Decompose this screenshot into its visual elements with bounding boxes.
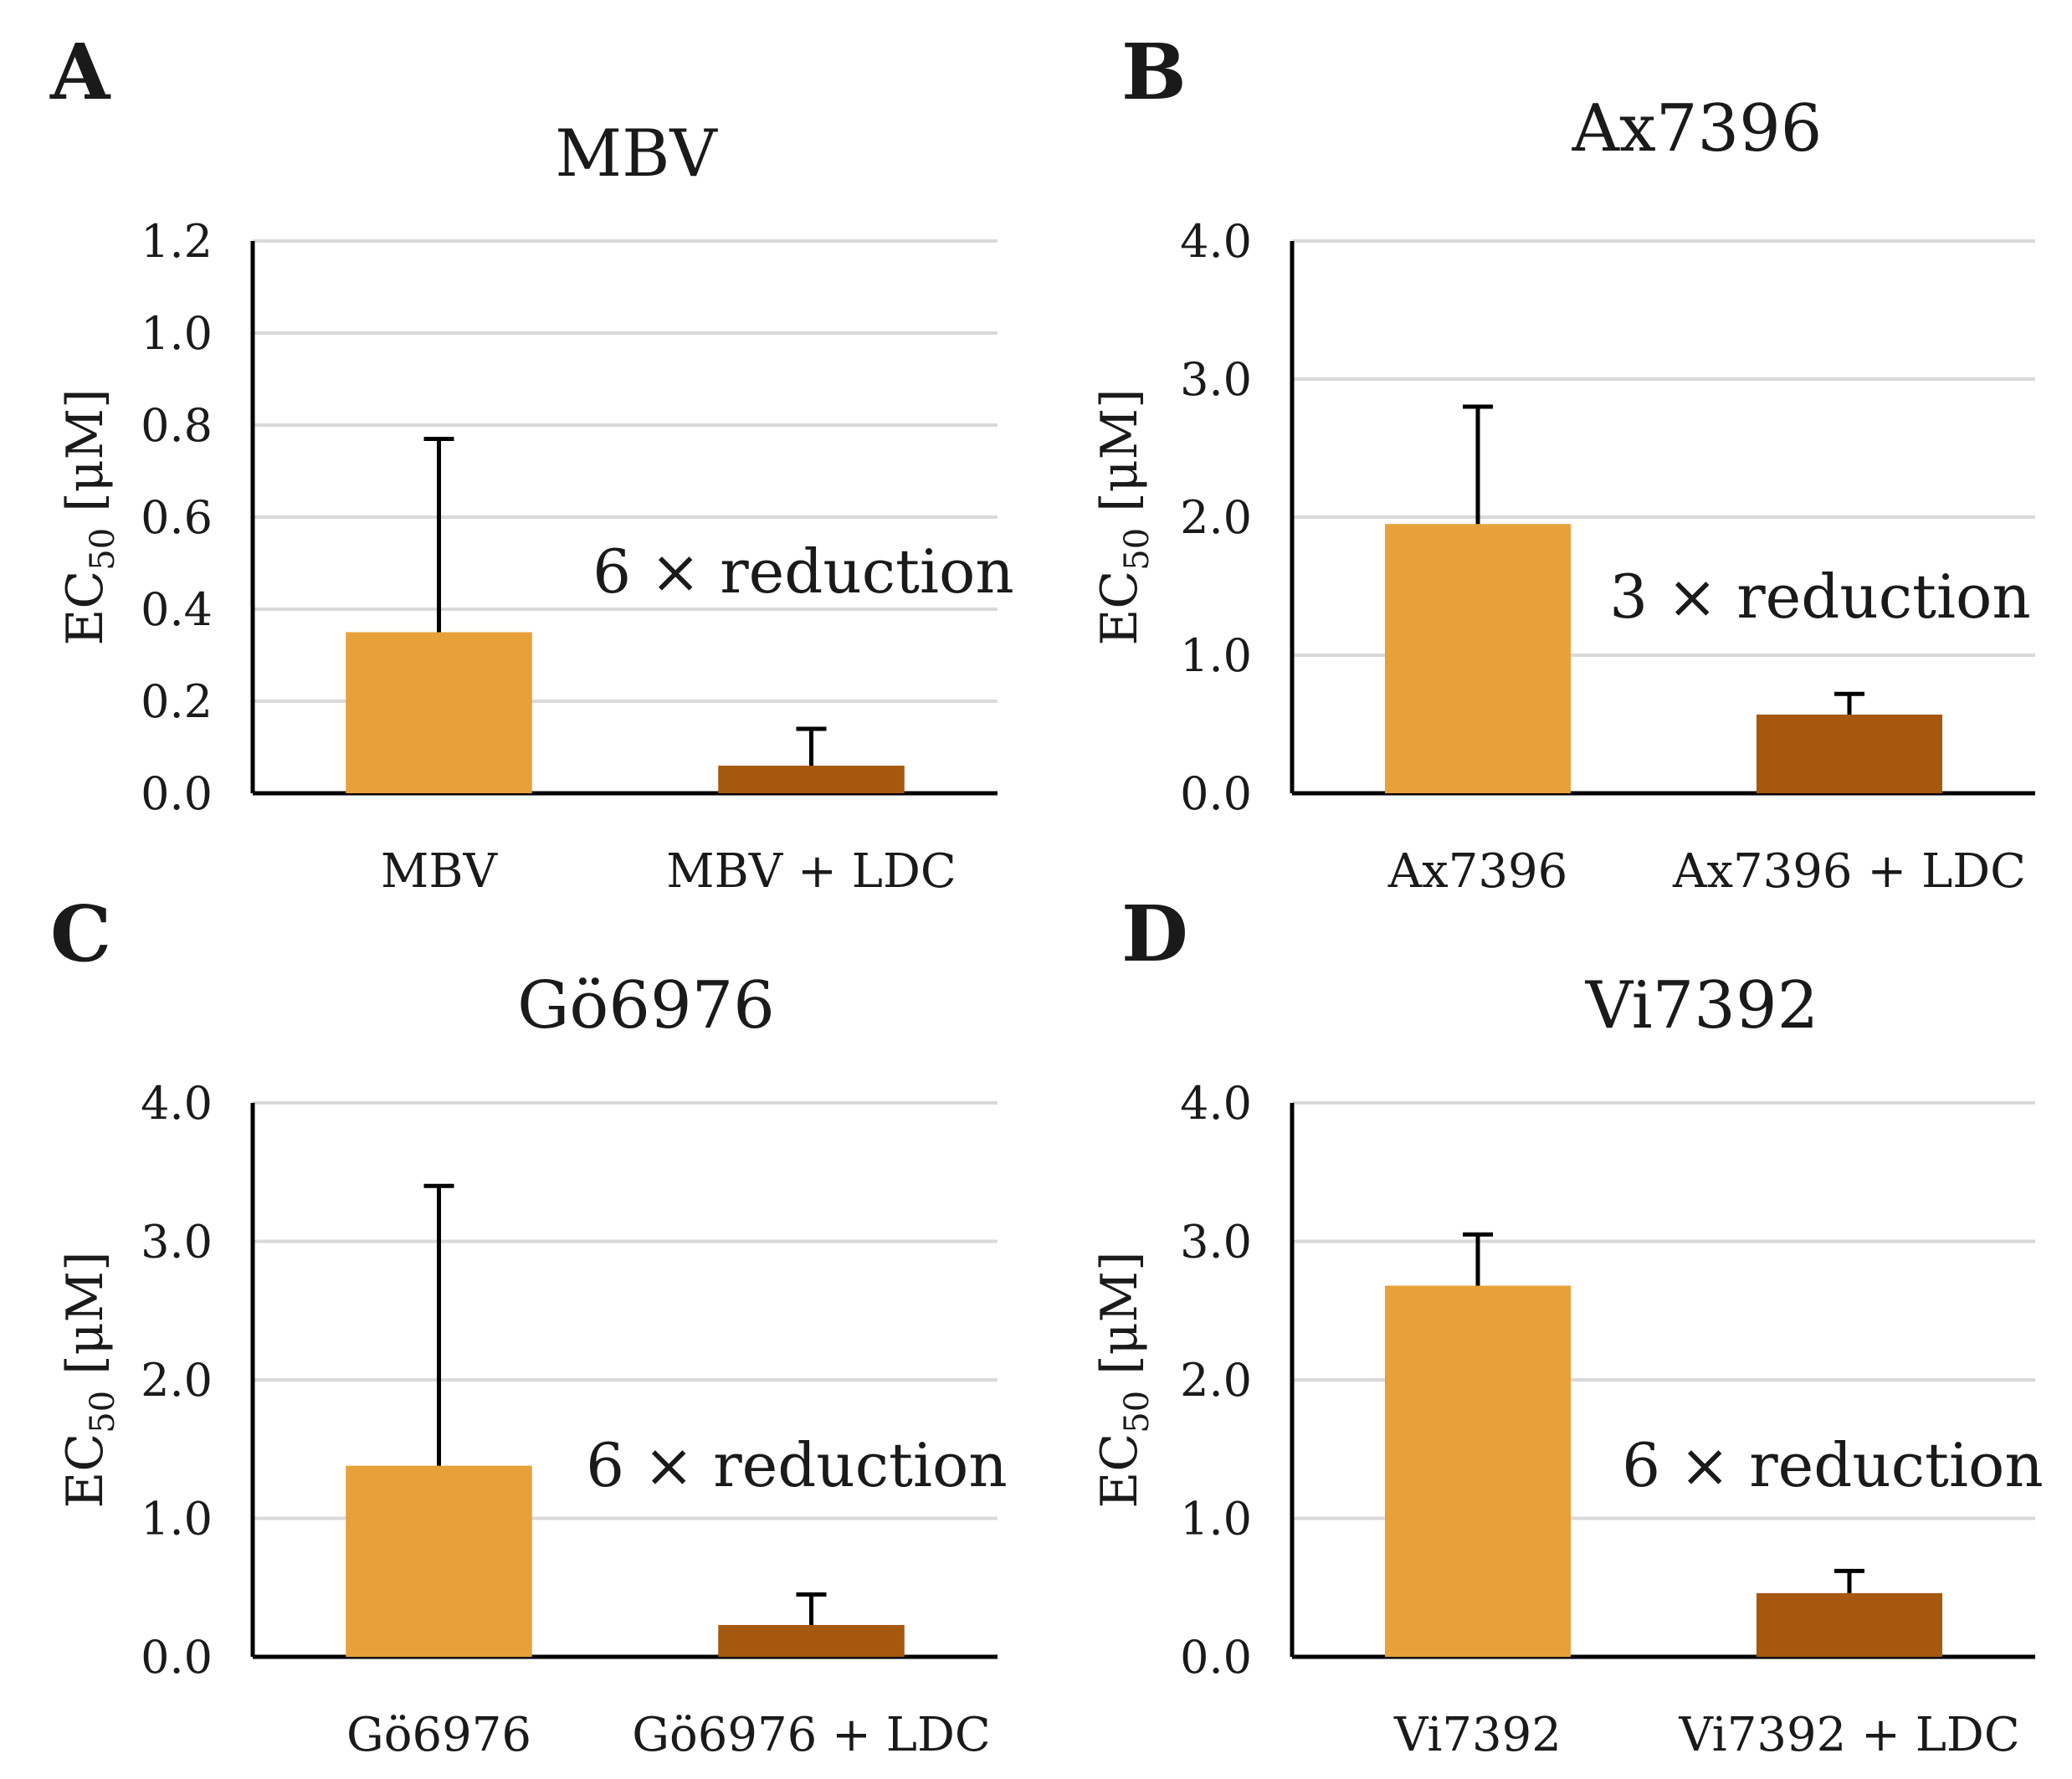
y-axis-title: EC50 [μM]: [1090, 389, 1157, 646]
chart-panel-c: C Gö6976 0.0 1.0 2.0 3.0 4.0 EC50 [μM] Gö6976 Gö6…: [50, 889, 1008, 1762]
y-tick-label: 1.0: [141, 1493, 213, 1546]
y-axis-title: EC50 [μM]: [1090, 1252, 1157, 1509]
y-axis-title-unit: [μM]: [56, 1252, 115, 1391]
y-tick-label: 1.2: [141, 215, 213, 268]
chart-title: MBV: [555, 116, 718, 192]
chart-title: Ax7396: [1572, 91, 1823, 167]
y-tick-label: 0.0: [1180, 767, 1252, 820]
reduction-annotation: 6 × reduction: [1622, 1430, 2043, 1500]
y-tick-label: 2.0: [1180, 491, 1252, 544]
y-axis-title-main: EC: [56, 571, 115, 646]
y-tick-label: 2.0: [1180, 1354, 1252, 1407]
x-category-label: MBV + LDC: [666, 844, 956, 899]
panel-label: D: [1121, 889, 1188, 979]
y-axis-title-subscript: 50: [1118, 528, 1157, 571]
y-tick-label: 0.2: [141, 675, 213, 728]
y-tick-label: 0.4: [141, 583, 213, 636]
chart-panel-d: D Vi7392 0.0 1.0 2.0 3.0 4.0 EC50 [μM] Vi7392 Vi7…: [1090, 889, 2044, 1762]
y-axis-title: EC50 [μM]: [56, 389, 122, 646]
reduction-annotation: 6 × reduction: [586, 1430, 1007, 1500]
y-tick-label: 0.0: [1180, 1631, 1252, 1684]
y-tick-label: 3.0: [1180, 353, 1252, 406]
y-axis-title-main: EC: [56, 1433, 115, 1509]
bar-compound-plus-ldc: [1757, 1592, 1942, 1657]
y-axis-title-subscript: 50: [84, 528, 122, 571]
y-axis-title: EC50 [μM]: [56, 1252, 122, 1509]
bar-compound-plus-ldc: [718, 766, 905, 793]
panel-label: B: [1121, 27, 1187, 117]
y-tick-label: 1.0: [141, 307, 213, 360]
bar-compound-plus-ldc: [718, 1624, 905, 1657]
y-tick-label: 2.0: [141, 1354, 213, 1407]
panel-label: A: [49, 27, 111, 117]
y-axis-title-unit: [μM]: [56, 389, 115, 528]
y-axis-title-main: EC: [1090, 571, 1149, 646]
bar-compound: [1385, 1285, 1571, 1657]
y-axis-title-subscript: 50: [84, 1391, 122, 1433]
chart-panel-b: B Ax7396 0.0 1.0 2.0 3.0 4.0 EC50 [μM] Ax7396 Ax7…: [1090, 27, 2035, 899]
y-axis-title-main: EC: [1090, 1433, 1149, 1509]
y-tick-label: 0.8: [141, 399, 213, 452]
y-tick-label: 4.0: [141, 1077, 213, 1130]
y-tick-label: 3.0: [1180, 1216, 1252, 1269]
chart-title: Vi7392: [1585, 968, 1818, 1043]
y-tick-label: 0.0: [141, 767, 213, 820]
y-tick-label: 1.0: [1180, 1493, 1252, 1546]
y-tick-label: 3.0: [141, 1216, 213, 1269]
bar-compound-plus-ldc: [1757, 714, 1942, 793]
x-category-label: Gö6976 + LDC: [632, 1708, 990, 1762]
y-axis-title-unit: [μM]: [1090, 1252, 1149, 1391]
x-category-label: MBV: [381, 844, 498, 899]
y-tick-label: 0.6: [141, 491, 213, 544]
chart-title: Gö6976: [517, 968, 775, 1043]
bar-compound: [1385, 524, 1571, 793]
x-category-label: Gö6976: [346, 1708, 531, 1762]
y-axis-title-unit: [μM]: [1090, 389, 1149, 528]
chart-panel-a: A MBV 0.0 0.2 0.4 0.6 0.8 1.0 1.2 EC50 [μM] MBV MBV…: [49, 27, 1014, 899]
x-category-label: Vi7392: [1393, 1708, 1562, 1762]
bar-compound: [346, 1465, 532, 1657]
x-category-label: Ax7396: [1387, 844, 1568, 899]
y-tick-label: 1.0: [1180, 629, 1252, 682]
x-category-label: Vi7392 + LDC: [1678, 1708, 2019, 1762]
y-tick-label: 4.0: [1180, 215, 1252, 268]
panel-label: C: [50, 889, 111, 979]
x-category-label: Ax7396 + LDC: [1672, 844, 2026, 899]
bar-compound: [346, 632, 532, 793]
y-axis-title-subscript: 50: [1118, 1391, 1157, 1433]
y-tick-label: 4.0: [1180, 1077, 1252, 1130]
reduction-annotation: 6 × reduction: [592, 536, 1013, 607]
y-tick-label: 0.0: [141, 1631, 213, 1684]
reduction-annotation: 3 × reduction: [1609, 561, 2030, 632]
